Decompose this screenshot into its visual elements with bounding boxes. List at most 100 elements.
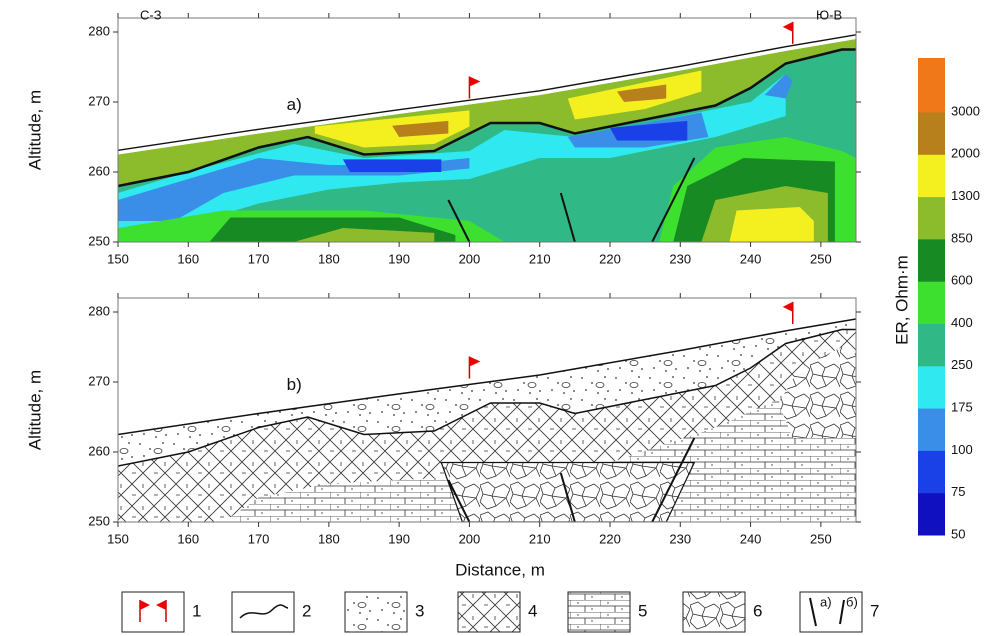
contour-zone	[293, 228, 435, 242]
x-tick-label: 190	[388, 251, 410, 266]
x-tick-label: 160	[177, 251, 199, 266]
direction-label: Ю-В	[816, 7, 842, 22]
fault	[447, 199, 471, 242]
x-tick-label: 240	[740, 251, 762, 266]
colorbar-band	[918, 492, 945, 536]
colorbar-tick-label: 250	[951, 357, 973, 372]
colorbar-band	[918, 196, 945, 240]
x-tick-label: 170	[248, 251, 270, 266]
legend-box	[567, 591, 631, 633]
layer-fractured	[441, 462, 695, 522]
contour-zone	[617, 84, 667, 102]
contour-zone	[392, 120, 449, 137]
colorbar-tick-label: 175	[951, 400, 973, 415]
y-tick-label: 270	[88, 93, 110, 108]
plot-area	[118, 318, 856, 522]
y-tick-label: 280	[88, 303, 110, 318]
legend-label: 4	[528, 601, 537, 620]
flag	[782, 21, 793, 32]
colorbar-band	[918, 238, 945, 282]
legend-box	[457, 591, 521, 633]
colorbar-band	[918, 450, 945, 494]
contour-zone	[764, 74, 793, 99]
legend: 1 2 3 4 5 6 а) б) 7	[121, 591, 879, 633]
legend-box	[344, 591, 408, 633]
legend-label: 2	[302, 601, 311, 620]
x-tick-label: 220	[599, 251, 621, 266]
panel: 250 260 270 280 150 160 170 180 190 200 210 220 230 2…	[25, 293, 861, 579]
colorbar-tick-label: 400	[951, 315, 973, 330]
legend-box	[682, 591, 746, 633]
legend-fault	[839, 599, 845, 625]
flag	[469, 76, 481, 87]
plot-frame	[117, 17, 857, 243]
colorbar-tick-label: 50	[951, 526, 965, 541]
surface-line	[118, 34, 856, 154]
legend-label: 7	[870, 601, 879, 620]
x-tick-label: 230	[669, 531, 691, 546]
fractured-outline	[440, 461, 696, 522]
panels: 250 260 270 280 150 160 170 180 190 200 210 220 230 2…	[25, 7, 861, 579]
legend-label: 6	[753, 601, 762, 620]
bedrock-line	[118, 328, 856, 467]
y-axis-label: Altitude, m	[25, 370, 44, 450]
colorbar-tick-label: 3000	[951, 103, 980, 118]
x-tick-label: 160	[177, 531, 199, 546]
y-tick-label: 250	[88, 233, 110, 248]
colorbar-tick-label: 600	[951, 273, 973, 288]
x-tick-label: 150	[107, 531, 129, 546]
panel-label: a)	[287, 95, 302, 114]
contour-zone	[314, 110, 470, 148]
x-tick-label: 210	[529, 251, 551, 266]
x-tick-label: 180	[318, 531, 340, 546]
panel-label: b)	[287, 375, 302, 394]
x-tick-label: 230	[669, 251, 691, 266]
x-tick-label: 240	[740, 531, 762, 546]
colorbar-band	[918, 58, 945, 113]
colorbar-tick-label: 2000	[951, 146, 980, 161]
legend-label: 5	[638, 601, 647, 620]
colorbar-band	[918, 365, 945, 409]
colorbar-band	[918, 408, 945, 451]
x-tick-label: 180	[318, 251, 340, 266]
x-tick-label: 250	[810, 531, 832, 546]
x-axis-label: Distance, m	[455, 560, 545, 579]
y-axis-label: Altitude, m	[25, 90, 44, 170]
y-tick-label: 250	[88, 513, 110, 528]
layer-fractured	[778, 347, 856, 438]
colorbar-band	[918, 323, 945, 367]
legend-box	[121, 591, 185, 633]
contour-zone	[118, 74, 786, 232]
plot-area	[118, 18, 856, 242]
layer-limestone	[223, 368, 856, 522]
contour-zone	[729, 207, 814, 242]
surface-line	[118, 34, 856, 151]
fault	[651, 157, 696, 242]
legend-sublabel: а)	[820, 594, 832, 609]
sky	[118, 18, 856, 155]
y-tick-label: 270	[88, 373, 110, 388]
colorbar-tick-label: 1300	[951, 188, 980, 203]
direction-label: С-З	[140, 7, 162, 22]
x-tick-label: 200	[459, 531, 481, 546]
legend-label: 1	[192, 601, 201, 620]
colorbar-label: ER, Ohm·m	[892, 255, 911, 345]
flag	[782, 301, 793, 312]
x-tick-label: 190	[388, 531, 410, 546]
fault	[559, 192, 576, 242]
contour-zone	[118, 158, 470, 221]
layer-gravel	[118, 319, 856, 466]
colorbar-band	[918, 112, 945, 155]
contour-zone	[118, 39, 856, 186]
legend-fault	[809, 597, 817, 627]
y-tick-label: 260	[88, 163, 110, 178]
legend-box	[231, 591, 295, 633]
colorbar-tick-label: 850	[951, 230, 973, 245]
x-tick-label: 250	[810, 251, 832, 266]
panel: 250 260 270 280 150 160 170 180 190 200 210 220 230 2…	[25, 7, 861, 266]
y-tick-label: 280	[88, 23, 110, 38]
plot-frame	[117, 297, 857, 523]
fault	[447, 479, 471, 522]
legend-flag	[140, 600, 150, 610]
